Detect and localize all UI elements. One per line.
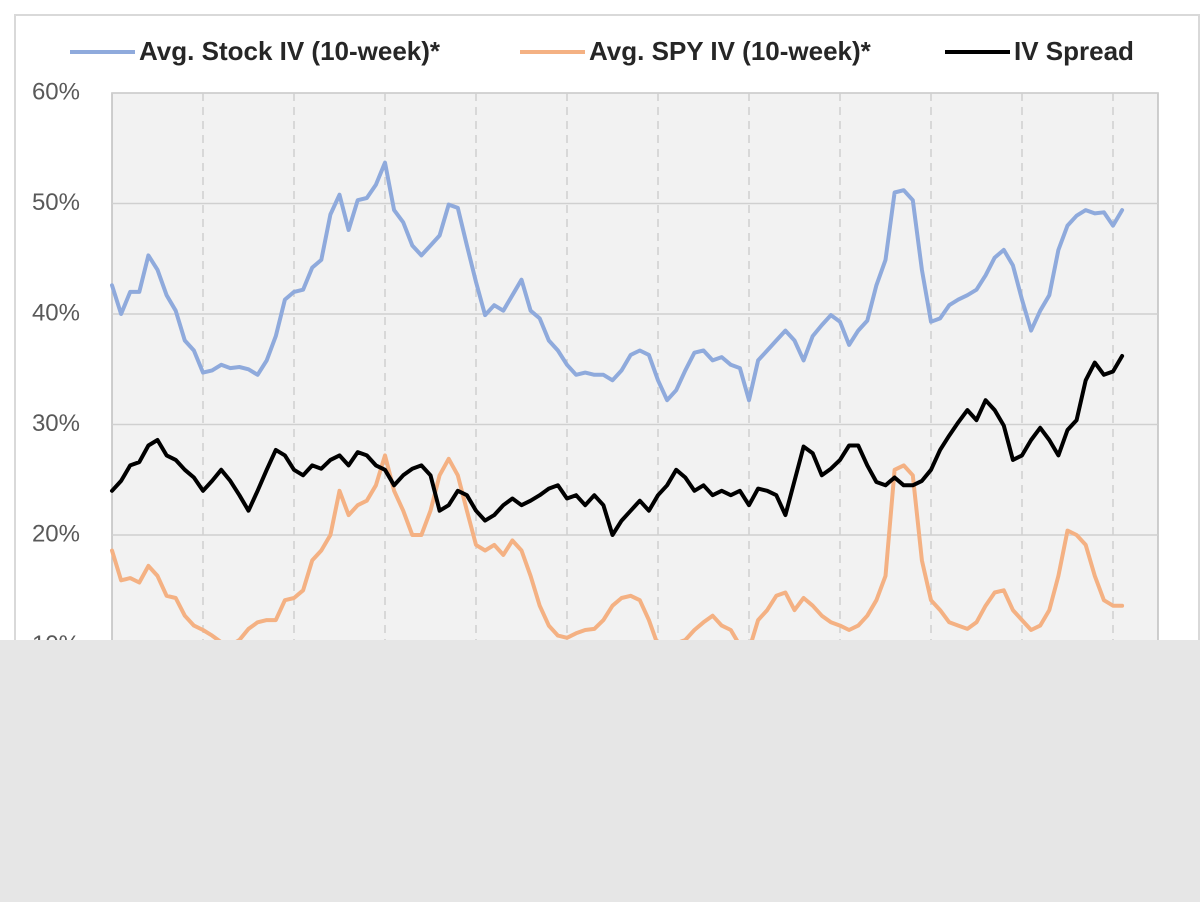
legend-label: Avg. Stock IV (10-week)* [139,36,441,66]
series-line [110,160,1125,403]
y-tick-label: 20% [32,520,80,547]
y-tick-label: 30% [32,410,80,437]
y-tick-label: 40% [32,299,80,326]
series-line [110,453,1125,652]
y-tick-label: 50% [32,189,80,216]
cover [0,640,1200,902]
legend-label: IV Spread [1014,36,1134,66]
legend-label: Avg. SPY IV (10-week)* [589,36,872,66]
y-tick-label: 60% [32,78,80,105]
series-line [110,354,1125,537]
